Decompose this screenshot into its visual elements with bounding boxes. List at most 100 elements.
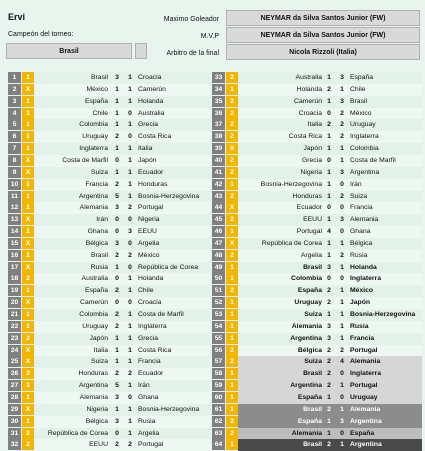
away-score[interactable]: 1: [340, 405, 344, 413]
match-result-pick[interactable]: 1: [22, 131, 34, 143]
match-result-pick[interactable]: 1: [22, 226, 34, 238]
match-result-pick[interactable]: 1: [226, 309, 238, 320]
match-result-pick[interactable]: 1: [226, 297, 238, 309]
away-score[interactable]: 1: [340, 322, 344, 330]
match-result-pick[interactable]: X: [22, 237, 34, 249]
away-score[interactable]: 1: [128, 346, 132, 354]
away-score[interactable]: 1: [128, 180, 132, 188]
match-result-pick[interactable]: 1: [226, 391, 238, 403]
match-result-pick[interactable]: 2: [226, 131, 238, 143]
away-score[interactable]: 0: [128, 393, 132, 401]
away-score[interactable]: 0: [128, 263, 132, 271]
match-result-pick[interactable]: 1: [22, 72, 34, 83]
home-score[interactable]: 1: [327, 97, 331, 105]
match-result-pick[interactable]: 2: [22, 439, 34, 451]
match-result-pick[interactable]: 1: [22, 415, 34, 427]
match-result-pick[interactable]: X: [22, 261, 34, 273]
home-score[interactable]: 2: [115, 180, 119, 188]
home-score[interactable]: 0: [327, 156, 331, 164]
home-score[interactable]: 2: [115, 287, 119, 295]
away-score[interactable]: 3: [340, 97, 344, 105]
match-result-pick[interactable]: 2: [22, 332, 34, 344]
match-result-pick[interactable]: X: [226, 202, 238, 214]
match-result-pick[interactable]: 2: [226, 107, 238, 119]
home-score[interactable]: 1: [327, 145, 331, 153]
match-result-pick[interactable]: X: [226, 143, 238, 155]
away-score[interactable]: 0: [340, 228, 344, 236]
match-result-pick[interactable]: 1: [22, 309, 34, 320]
match-result-pick[interactable]: 2: [226, 119, 238, 131]
home-score[interactable]: 1: [115, 358, 119, 366]
away-score[interactable]: 2: [128, 441, 132, 449]
away-score[interactable]: 1: [128, 429, 132, 437]
home-score[interactable]: 1: [327, 251, 331, 259]
away-score[interactable]: 1: [128, 322, 132, 330]
home-score[interactable]: 3: [115, 393, 119, 401]
match-result-pick[interactable]: X: [22, 166, 34, 178]
home-score[interactable]: 1: [327, 216, 331, 224]
match-result-pick[interactable]: 1: [22, 249, 34, 261]
away-score[interactable]: 1: [128, 97, 132, 105]
top-scorer-field[interactable]: NEYMAR da Silva Santos Junior (FW): [226, 10, 420, 26]
match-result-pick[interactable]: 2: [226, 214, 238, 226]
home-score[interactable]: 1: [327, 168, 331, 176]
match-result-pick[interactable]: 2: [22, 427, 34, 439]
home-score[interactable]: 1: [115, 121, 119, 129]
home-score[interactable]: 1: [115, 263, 119, 271]
home-score[interactable]: 1: [115, 168, 119, 176]
away-score[interactable]: 1: [340, 156, 344, 164]
away-score[interactable]: 1: [128, 405, 132, 413]
home-score[interactable]: 1: [327, 180, 331, 188]
away-score[interactable]: 1: [128, 145, 132, 153]
away-score[interactable]: 0: [128, 133, 132, 141]
home-score[interactable]: 3: [115, 74, 119, 81]
away-score[interactable]: 0: [340, 204, 344, 212]
away-score[interactable]: 1: [340, 239, 344, 247]
home-score[interactable]: 1: [115, 97, 119, 105]
away-score[interactable]: 1: [128, 358, 132, 366]
away-score[interactable]: 1: [128, 74, 132, 81]
match-result-pick[interactable]: 1: [22, 202, 34, 214]
match-result-pick[interactable]: 2: [226, 190, 238, 202]
away-score[interactable]: 2: [340, 121, 344, 129]
match-result-pick[interactable]: 2: [226, 249, 238, 261]
home-score[interactable]: 0: [115, 228, 119, 236]
match-result-pick[interactable]: 2: [226, 344, 238, 356]
match-result-pick[interactable]: 2: [226, 154, 238, 166]
match-result-pick[interactable]: 1: [226, 261, 238, 273]
away-score[interactable]: 2: [128, 251, 132, 259]
home-score[interactable]: 5: [115, 382, 119, 390]
home-score[interactable]: 1: [327, 311, 331, 318]
away-score[interactable]: 0: [340, 275, 344, 283]
match-result-pick[interactable]: 1: [226, 178, 238, 190]
home-score[interactable]: 1: [327, 429, 331, 437]
match-result-pick[interactable]: 1: [22, 119, 34, 131]
away-score[interactable]: 1: [128, 382, 132, 390]
match-result-pick[interactable]: 2: [226, 285, 238, 297]
home-score[interactable]: 1: [115, 405, 119, 413]
match-result-pick[interactable]: 1: [226, 332, 238, 344]
away-score[interactable]: 1: [340, 145, 344, 153]
away-score[interactable]: 1: [340, 299, 344, 307]
home-score[interactable]: 1: [327, 239, 331, 247]
home-score[interactable]: 1: [327, 192, 331, 200]
match-result-pick[interactable]: 1: [226, 273, 238, 285]
away-score[interactable]: 1: [340, 311, 344, 318]
away-score[interactable]: 1: [340, 263, 344, 271]
match-result-pick[interactable]: 2: [226, 72, 238, 83]
referee-field[interactable]: Nicola Rizzoli (Italia): [226, 44, 420, 60]
match-result-pick[interactable]: 1: [226, 320, 238, 332]
match-result-pick[interactable]: 2: [226, 415, 238, 427]
match-result-pick[interactable]: X: [22, 344, 34, 356]
match-result-pick[interactable]: 1: [22, 190, 34, 202]
match-result-pick[interactable]: 2: [226, 356, 238, 368]
match-result-pick[interactable]: 1: [22, 178, 34, 190]
home-score[interactable]: 2: [327, 346, 331, 354]
away-score[interactable]: 3: [340, 74, 344, 81]
match-result-pick[interactable]: X: [22, 403, 34, 415]
home-score[interactable]: 1: [115, 334, 119, 342]
away-score[interactable]: 3: [128, 228, 132, 236]
match-result-pick[interactable]: X: [226, 237, 238, 249]
home-score[interactable]: 2: [327, 85, 331, 93]
home-score[interactable]: 2: [327, 382, 331, 390]
